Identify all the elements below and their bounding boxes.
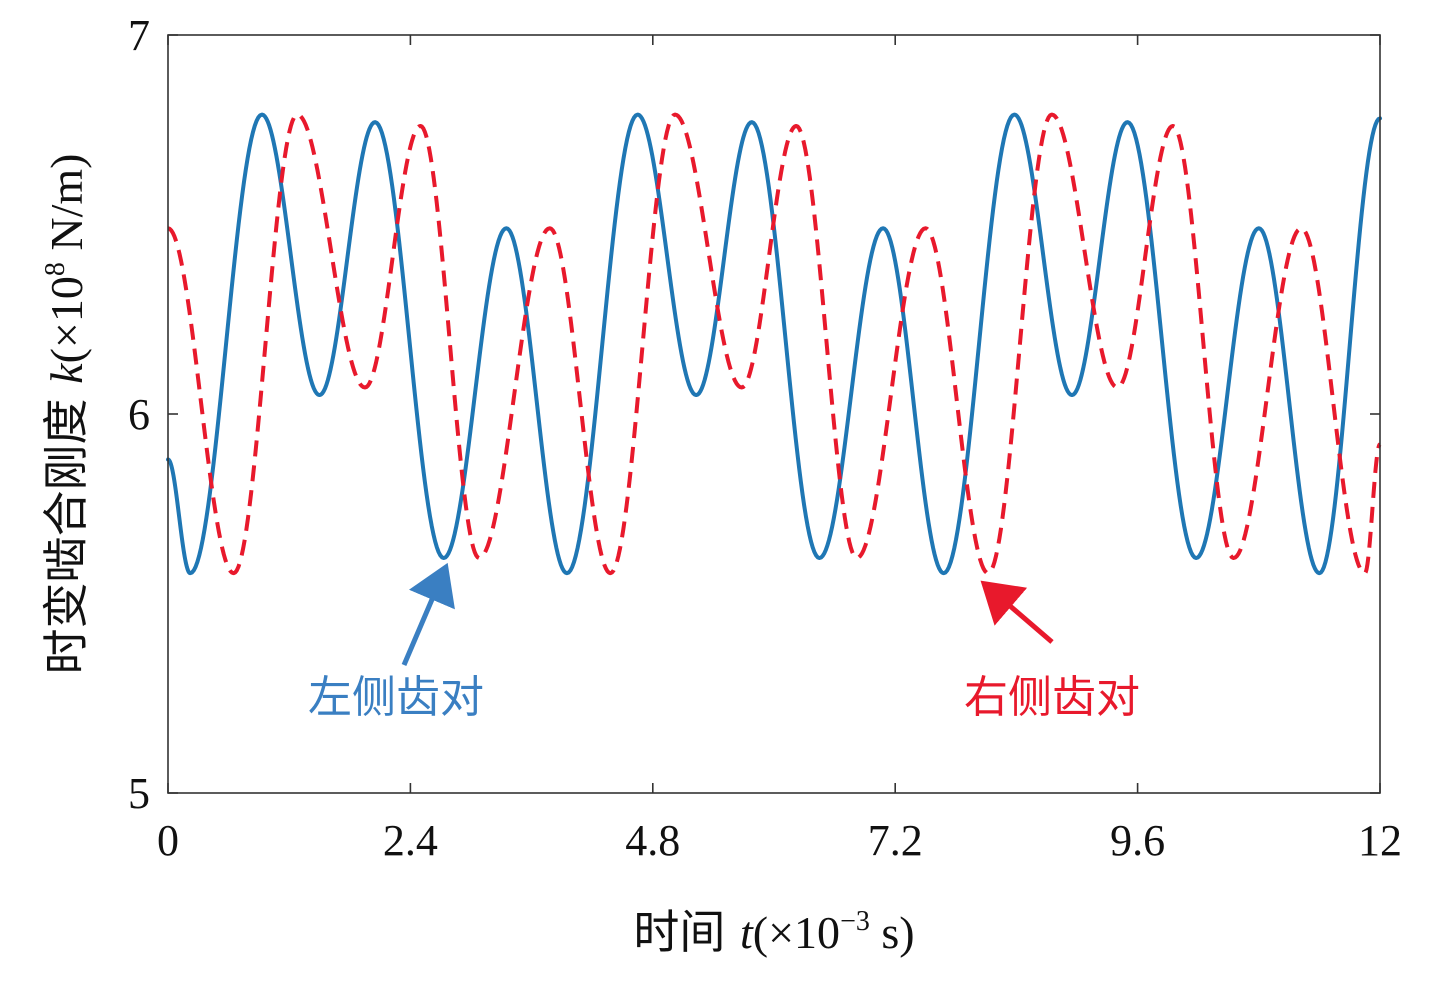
y-axis-title: 时变啮合刚度 k(×108 N/m) <box>39 154 93 675</box>
series-layer <box>166 112 1382 576</box>
x-tick-label: 9.6 <box>1110 816 1165 865</box>
x-tick-label: 0 <box>157 816 179 865</box>
y-tick-label: 5 <box>128 769 150 818</box>
annotation-label-left-tooth-pair: 左侧齿对 <box>308 672 484 723</box>
tick-layer: 0 2.4 4.8 7.2 9.6 12 5 6 7 <box>128 11 1402 865</box>
series-line-right-tooth-pair <box>167 112 1382 576</box>
y-tick-label: 6 <box>128 390 150 439</box>
annotation-arrow-left-tooth-pair <box>401 562 455 666</box>
x-tick-label: 4.8 <box>625 816 680 865</box>
x-axis-title: 时间 t(×10−3 s) <box>633 905 914 959</box>
annotation-arrow-right-tooth-pair <box>980 580 1054 644</box>
plot-area <box>168 35 1380 793</box>
annotation-label-right-tooth-pair: 右侧齿对 <box>964 672 1140 723</box>
annotation-layer: 左侧齿对 右侧齿对 <box>308 562 1140 723</box>
x-tick-label: 2.4 <box>383 816 438 865</box>
x-tick-label: 12 <box>1358 816 1402 865</box>
series-line-left-tooth-pair <box>166 112 1382 576</box>
y-tick-label: 7 <box>128 11 150 60</box>
x-tick-label: 7.2 <box>868 816 923 865</box>
